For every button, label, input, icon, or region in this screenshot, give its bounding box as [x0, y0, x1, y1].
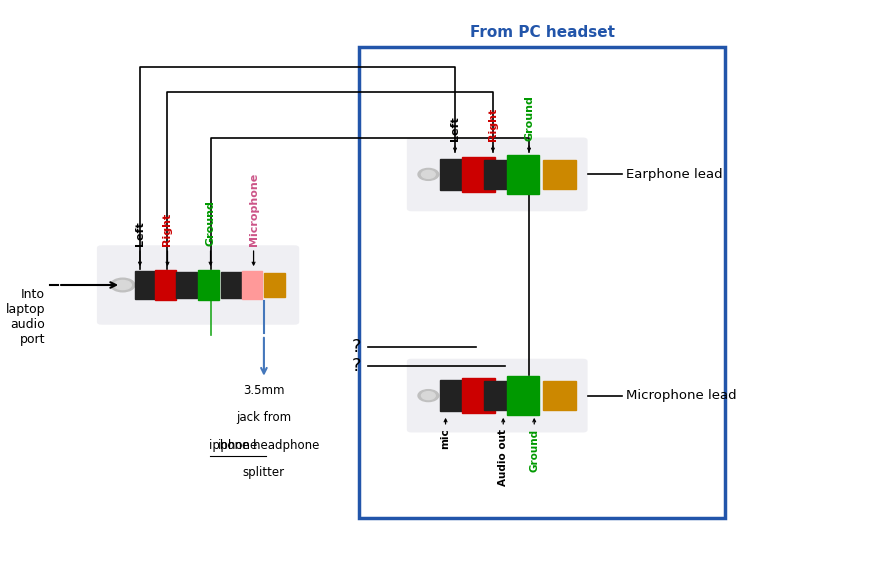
FancyBboxPatch shape [407, 137, 587, 211]
Bar [221, 272, 242, 298]
Text: mic: mic [440, 429, 451, 449]
Text: ?: ? [352, 357, 361, 374]
Text: splitter: splitter [243, 466, 285, 479]
Bar [462, 157, 494, 192]
Bar [485, 160, 517, 189]
Text: Audio out: Audio out [498, 429, 509, 486]
Text: Earphone lead: Earphone lead [626, 168, 723, 181]
Ellipse shape [418, 390, 439, 401]
Text: Right: Right [162, 213, 173, 246]
Bar [439, 159, 472, 190]
Text: Into
laptop
audio
port: Into laptop audio port [5, 288, 45, 346]
Bar [485, 381, 517, 410]
Ellipse shape [422, 392, 435, 400]
Text: Right: Right [488, 108, 498, 141]
Text: iphone: iphone [218, 439, 258, 451]
Bar [543, 160, 576, 189]
Bar [507, 155, 540, 194]
Bar [439, 380, 472, 411]
Bar [242, 271, 262, 299]
Text: Microphone lead: Microphone lead [626, 389, 737, 402]
FancyBboxPatch shape [407, 359, 587, 433]
Text: Ground: Ground [206, 201, 215, 246]
Ellipse shape [418, 169, 439, 180]
Bar [507, 376, 540, 415]
Text: Microphone: Microphone [249, 173, 259, 246]
Bar [198, 270, 219, 300]
Bar [360, 47, 726, 518]
Bar [543, 381, 576, 410]
Text: Ground: Ground [524, 96, 534, 141]
Ellipse shape [111, 278, 135, 292]
Text: 3.5mm: 3.5mm [243, 384, 284, 397]
Text: iphone headphone: iphone headphone [209, 439, 319, 451]
Text: Left: Left [450, 117, 460, 141]
Text: From PC headset: From PC headset [470, 25, 615, 40]
Text: ?: ? [352, 339, 361, 356]
Ellipse shape [422, 170, 435, 178]
Text: jack from: jack from [237, 412, 291, 425]
Bar [135, 271, 155, 299]
Ellipse shape [114, 280, 131, 290]
Bar [462, 378, 494, 413]
Bar [176, 272, 197, 298]
Bar [155, 270, 176, 300]
Bar [264, 273, 284, 297]
Text: Left: Left [135, 222, 145, 246]
FancyBboxPatch shape [97, 245, 299, 325]
Text: Ground: Ground [529, 429, 540, 471]
